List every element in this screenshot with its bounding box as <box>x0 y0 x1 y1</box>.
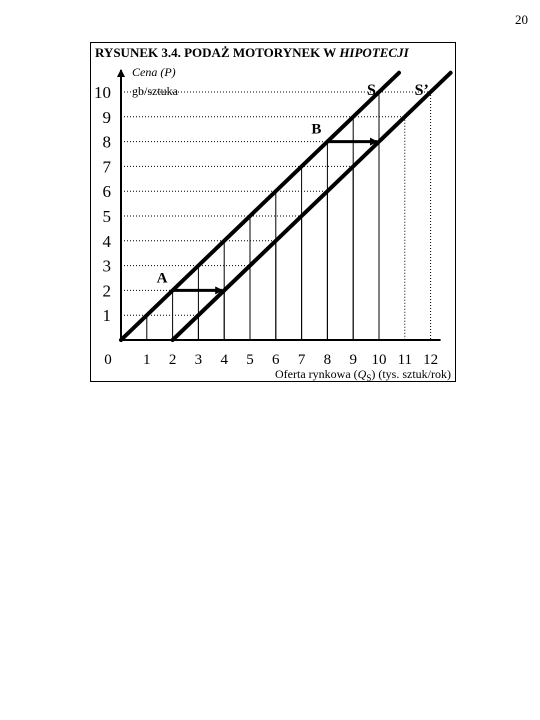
x-tick-11: 11 <box>398 352 412 368</box>
figure-title-italic: HIPOTECJI <box>339 45 409 60</box>
drop-lines <box>146 92 432 340</box>
x-tick-2: 2 <box>169 352 177 368</box>
y-tick-3: 3 <box>103 257 112 276</box>
supply-line-s <box>119 70 401 342</box>
x-tick-6: 6 <box>272 352 280 368</box>
y-tick-9: 9 <box>103 108 112 127</box>
y-tick-7: 7 <box>103 157 112 176</box>
y-tick-6: 6 <box>103 182 112 201</box>
x-tick-3: 3 <box>195 352 203 368</box>
x-tick-0: 0 <box>104 352 112 368</box>
y-axis-label-line2: gb/sztuka <box>132 84 179 98</box>
y-axis-label-line1: Cena (P) <box>132 65 176 79</box>
x-tick-1: 1 <box>143 352 151 368</box>
y-tick-1: 1 <box>103 306 112 325</box>
x-tick-8: 8 <box>324 352 332 368</box>
point-a-label: A <box>157 270 168 286</box>
point-b-label: B <box>311 122 321 138</box>
x-tick-5: 5 <box>246 352 254 368</box>
x-tick-7: 7 <box>298 352 306 368</box>
y-tick-2: 2 <box>103 281 112 300</box>
x-axis-label: Oferta rynkowa (QS) (tys. sztuk/rok) <box>275 367 451 383</box>
annotations <box>172 137 378 295</box>
page-number: 20 <box>515 12 528 27</box>
supply-line-s-label: S <box>367 82 376 99</box>
x-tick-4: 4 <box>220 352 228 368</box>
x-tick-10: 10 <box>372 352 387 368</box>
figure-title-main: RYSUNEK 3.4. PODAŻ MOTORYNEK W <box>95 45 340 60</box>
supply-line-s-prime <box>170 70 453 342</box>
y-tick-5: 5 <box>103 207 112 226</box>
y-tick-4: 4 <box>103 232 112 251</box>
y-tick-8: 8 <box>103 133 112 152</box>
x-tick-12: 12 <box>423 352 438 368</box>
x-tick-9: 9 <box>349 352 357 368</box>
supply-line-s-prime-label: S’ <box>415 82 429 99</box>
series-lines <box>119 70 453 342</box>
figure-box: RYSUNEK 3.4. PODAŻ MOTORYNEK W HIPOTECJI <box>90 42 456 382</box>
y-tick-10: 10 <box>94 83 111 102</box>
axes <box>117 69 441 341</box>
figure-title: RYSUNEK 3.4. PODAŻ MOTORYNEK W HIPOTECJI <box>95 45 409 61</box>
